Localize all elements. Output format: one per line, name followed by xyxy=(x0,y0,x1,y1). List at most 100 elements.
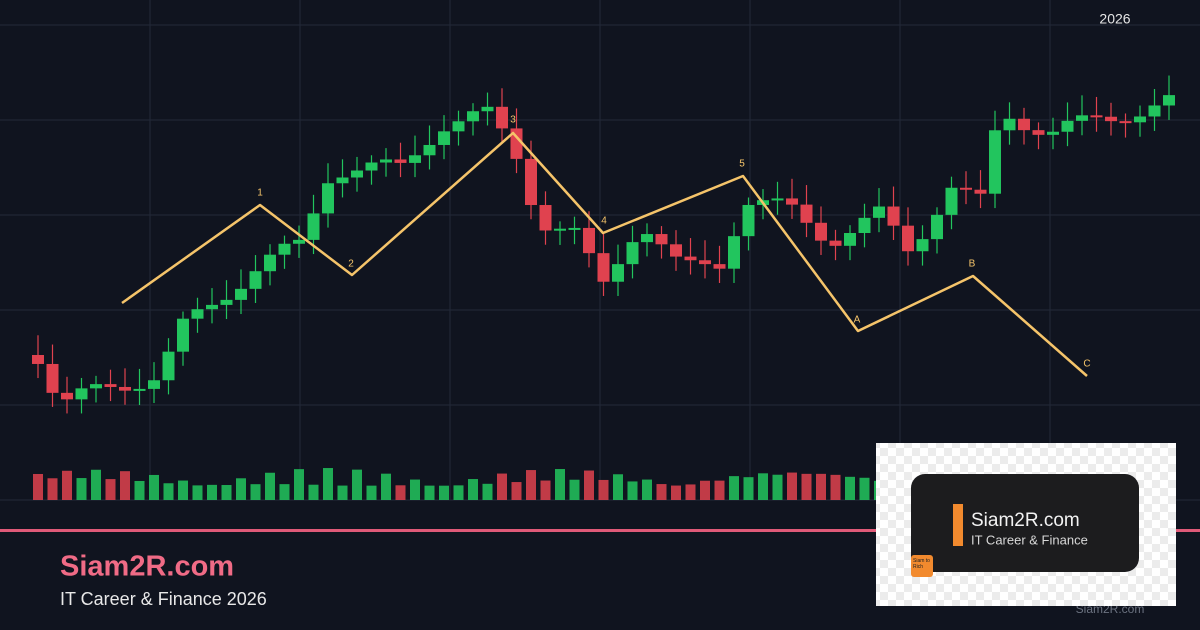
volume-bar xyxy=(700,480,710,500)
candle xyxy=(887,206,900,226)
volume-bar xyxy=(323,468,333,500)
candle xyxy=(452,121,465,132)
candle xyxy=(684,256,697,261)
candle xyxy=(1061,120,1074,132)
candle xyxy=(90,384,102,389)
volume-bar xyxy=(410,479,420,500)
candle xyxy=(583,227,595,254)
volume-bar xyxy=(265,472,275,500)
logo-bar xyxy=(953,504,963,546)
volume-bar xyxy=(816,473,826,500)
candle xyxy=(293,239,305,244)
candle xyxy=(1076,115,1088,121)
candle xyxy=(1134,116,1146,123)
volume-bar xyxy=(76,478,87,500)
logo-title: Siam2R.com xyxy=(971,510,1080,531)
logo-badge xyxy=(911,555,933,577)
candle xyxy=(481,106,494,112)
volume-bar xyxy=(62,470,72,500)
candle xyxy=(974,189,987,194)
candle xyxy=(1032,130,1045,135)
candle xyxy=(1047,131,1059,135)
volume-bar xyxy=(192,485,203,500)
volume-bar xyxy=(207,484,217,500)
brand-subtitle: IT Career & Finance 2026 xyxy=(60,589,267,609)
volume-bar xyxy=(801,473,812,500)
candle xyxy=(597,253,610,282)
candle xyxy=(336,177,349,184)
volume-bar xyxy=(250,484,261,500)
candle xyxy=(525,158,537,206)
volume-bar xyxy=(395,485,406,500)
candle xyxy=(786,198,798,205)
brand-title: Siam2R.com xyxy=(60,551,234,583)
volume-bar xyxy=(178,480,188,500)
volume-bar xyxy=(685,484,696,500)
candle xyxy=(713,264,726,269)
candle xyxy=(177,318,189,352)
candle xyxy=(612,264,624,282)
volume-bar xyxy=(642,479,652,500)
volume-bar xyxy=(526,470,536,500)
wave-label: 3 xyxy=(510,115,516,126)
candle xyxy=(322,183,334,214)
volume-bar xyxy=(482,483,493,500)
year-label: 2026 xyxy=(1099,11,1130,27)
volume-bar xyxy=(163,483,174,500)
candle xyxy=(119,386,131,391)
volume-bar xyxy=(453,485,464,500)
volume-bar xyxy=(758,473,768,500)
wave-label: C xyxy=(1083,359,1090,370)
volume-bar xyxy=(294,469,304,500)
volume-bar xyxy=(656,484,667,500)
candle xyxy=(32,355,44,364)
candle xyxy=(394,159,407,163)
volume-bar xyxy=(714,480,725,500)
candle xyxy=(1148,105,1161,117)
candle xyxy=(699,260,711,265)
volume-bar xyxy=(236,478,246,500)
volume-bar xyxy=(149,474,159,500)
candle xyxy=(815,222,827,241)
candle xyxy=(104,384,117,387)
wave-label: 2 xyxy=(348,259,354,270)
candle xyxy=(844,233,856,246)
candle xyxy=(539,205,552,231)
candle xyxy=(771,198,784,201)
wave-label: B xyxy=(969,259,976,270)
volume-bar xyxy=(729,476,739,500)
candle xyxy=(1163,95,1175,106)
candle xyxy=(873,206,885,218)
volume-bar xyxy=(439,485,449,500)
candle xyxy=(133,388,146,391)
volume-bar xyxy=(511,482,522,500)
candle xyxy=(945,187,958,215)
volume-bar xyxy=(845,476,855,500)
candle xyxy=(249,271,262,289)
candle xyxy=(220,299,233,305)
candle xyxy=(423,144,436,156)
candle xyxy=(510,128,523,159)
candle xyxy=(931,214,943,240)
candle xyxy=(960,187,972,190)
candle xyxy=(46,363,59,393)
candle xyxy=(641,234,653,243)
logo-subtitle: IT Career & Finance xyxy=(971,532,1088,547)
wave-label: A xyxy=(854,315,861,326)
volume-bar xyxy=(33,473,43,500)
candle xyxy=(626,242,639,265)
candle xyxy=(800,204,813,223)
wave-label: 1 xyxy=(257,188,263,199)
candle xyxy=(206,304,218,310)
candle xyxy=(670,244,682,257)
volume-bar xyxy=(134,480,145,500)
wave-label: 4 xyxy=(601,216,607,227)
candle xyxy=(728,236,740,269)
candle xyxy=(61,392,73,400)
volume-bar xyxy=(497,473,507,500)
candle xyxy=(902,225,914,252)
volume-bar xyxy=(569,479,580,500)
volume-bar xyxy=(613,474,623,500)
volume-bar xyxy=(743,477,754,500)
volume-bar xyxy=(772,474,783,500)
